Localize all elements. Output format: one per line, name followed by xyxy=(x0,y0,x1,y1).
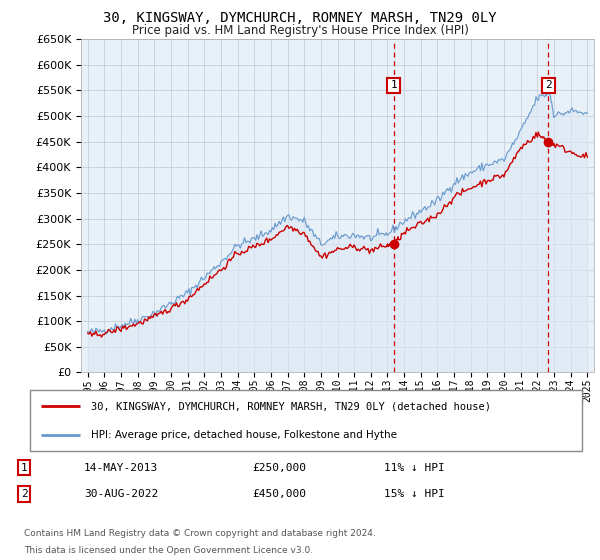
Text: Contains HM Land Registry data © Crown copyright and database right 2024.: Contains HM Land Registry data © Crown c… xyxy=(24,529,376,538)
Text: £250,000: £250,000 xyxy=(252,463,306,473)
Text: 2: 2 xyxy=(20,489,28,499)
Text: 30, KINGSWAY, DYMCHURCH, ROMNEY MARSH, TN29 0LY (detached house): 30, KINGSWAY, DYMCHURCH, ROMNEY MARSH, T… xyxy=(91,401,491,411)
Text: 2: 2 xyxy=(545,80,552,90)
Text: Price paid vs. HM Land Registry's House Price Index (HPI): Price paid vs. HM Land Registry's House … xyxy=(131,24,469,37)
Text: 11% ↓ HPI: 11% ↓ HPI xyxy=(384,463,445,473)
Text: 1: 1 xyxy=(390,80,397,90)
Text: 30, KINGSWAY, DYMCHURCH, ROMNEY MARSH, TN29 0LY: 30, KINGSWAY, DYMCHURCH, ROMNEY MARSH, T… xyxy=(103,11,497,25)
Text: 1: 1 xyxy=(20,463,28,473)
Text: £450,000: £450,000 xyxy=(252,489,306,499)
Text: HPI: Average price, detached house, Folkestone and Hythe: HPI: Average price, detached house, Folk… xyxy=(91,430,397,440)
Text: 30-AUG-2022: 30-AUG-2022 xyxy=(84,489,158,499)
Text: 14-MAY-2013: 14-MAY-2013 xyxy=(84,463,158,473)
Text: This data is licensed under the Open Government Licence v3.0.: This data is licensed under the Open Gov… xyxy=(24,546,313,555)
Text: 15% ↓ HPI: 15% ↓ HPI xyxy=(384,489,445,499)
